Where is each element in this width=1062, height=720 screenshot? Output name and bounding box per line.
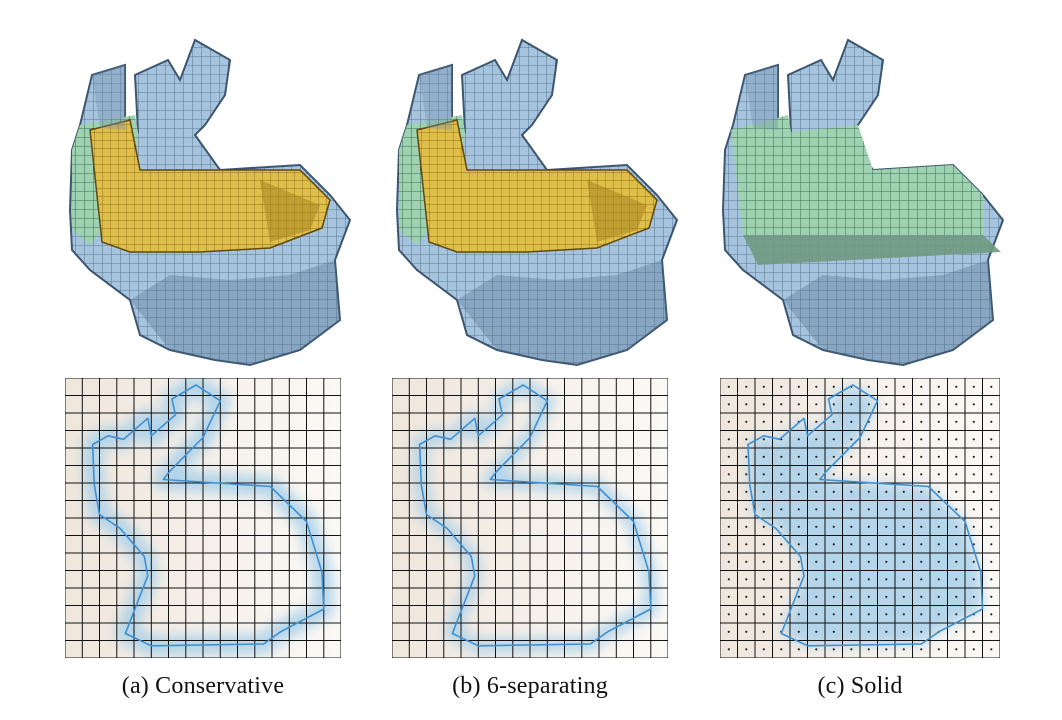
cut-plane-solid (731, 115, 983, 235)
panel-solid: (c) Solid (683, 0, 1023, 720)
grid-lines (720, 378, 1000, 658)
grid-lines (392, 378, 668, 658)
voxel-bunny-six-separating (395, 38, 679, 367)
cell-center-dots (727, 385, 993, 651)
panel-six-separating: (b) 6-separating (357, 0, 697, 720)
caption-six-separating: (b) 6-separating (452, 673, 608, 699)
cut-plane-edge (743, 235, 1001, 265)
grid-lines (65, 378, 341, 658)
grid-six-separating (392, 378, 668, 658)
voxel-bunny-conservative (68, 38, 352, 367)
solid-fill (748, 385, 983, 646)
voxel-bunny-solid (721, 38, 1005, 367)
panel-conservative: (a) Conservative (30, 0, 370, 720)
bunny-curve (418, 384, 652, 647)
grid-solid (720, 378, 1000, 658)
bunny-curve (91, 384, 325, 647)
grid-conservative (65, 378, 341, 658)
caption-solid: (c) Solid (817, 673, 903, 699)
caption-conservative: (a) Conservative (121, 673, 285, 699)
bunny-curve (747, 384, 984, 647)
